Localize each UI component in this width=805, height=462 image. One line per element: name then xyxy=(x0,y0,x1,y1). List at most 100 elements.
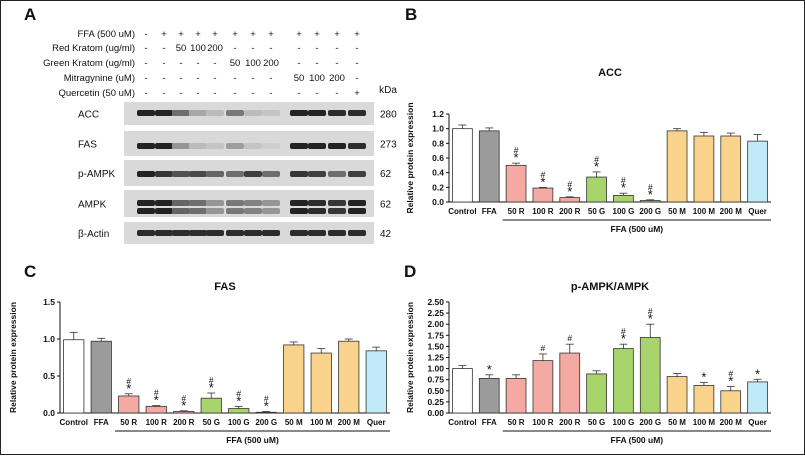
blot-band xyxy=(155,230,173,236)
significance-hash: # xyxy=(236,388,241,398)
category-label: 100 R xyxy=(146,418,168,427)
blot-label: AMPK xyxy=(78,200,107,211)
significance-hash: # xyxy=(621,326,626,336)
bar xyxy=(559,352,581,414)
blot-label: p-AMPK xyxy=(78,169,116,180)
significance-hash: # xyxy=(594,154,599,164)
panel-label-b: B xyxy=(405,5,418,24)
blot-band xyxy=(172,200,190,206)
treatment-cell: 100 xyxy=(245,58,261,69)
blot-band xyxy=(308,208,326,214)
blot-band xyxy=(348,171,366,177)
blot-band xyxy=(226,230,244,236)
treatment-cell: - xyxy=(297,88,301,99)
treatment-cell: - xyxy=(335,58,339,69)
treatment-cell: - xyxy=(213,73,217,84)
category-label: 200 M xyxy=(720,418,743,427)
y-axis-label: Relative protein expression xyxy=(405,102,415,213)
blot-kda: 273 xyxy=(380,140,397,151)
blot-band xyxy=(262,171,280,177)
bar xyxy=(532,360,554,414)
bar xyxy=(505,164,527,203)
y-axis-label: Relative protein expression xyxy=(405,302,415,413)
treatment-cell: - xyxy=(315,88,319,99)
blot-band xyxy=(172,171,190,177)
blot-band xyxy=(308,200,326,206)
significance-hash: # xyxy=(621,175,626,185)
category-label: 100 M xyxy=(693,418,716,427)
blot-band xyxy=(244,200,262,206)
blot-band xyxy=(189,110,207,116)
significance-star: * xyxy=(236,393,241,408)
chart-fas: FAS Relative protein expression 0.0 0.5 1.0 1… xyxy=(8,281,390,445)
treatment-cell: + xyxy=(178,29,184,40)
category-label: 200 R xyxy=(173,418,195,427)
y-tick-label: 0.2 xyxy=(432,182,444,192)
significance-hash: # xyxy=(567,179,572,189)
bar xyxy=(173,411,195,414)
y-tick-label: 1.5 xyxy=(43,297,55,307)
treatment-cell: - xyxy=(162,58,166,69)
category-label: FFA xyxy=(482,418,497,427)
group-label: FFA (500 uM) xyxy=(611,435,664,445)
blot-band xyxy=(308,143,326,149)
significance-star: * xyxy=(621,331,626,346)
y-tick-label: 1.2 xyxy=(432,109,444,119)
blot-band xyxy=(244,171,262,177)
treatment-cell: + xyxy=(314,29,320,40)
treatment-cell: - xyxy=(269,73,273,84)
treatment-cell: - xyxy=(251,43,255,54)
treatment-cell: - xyxy=(144,88,148,99)
blot-label: FAS xyxy=(78,140,97,151)
significance-hash: # xyxy=(648,306,653,316)
category-label: Quer xyxy=(748,418,767,427)
treatment-cell: - xyxy=(179,73,183,84)
blot-band xyxy=(328,230,346,236)
blot-band xyxy=(137,171,155,177)
category-label: 50 G xyxy=(588,418,605,427)
y-tick-label: 0.75 xyxy=(427,375,444,385)
blot-band xyxy=(262,110,280,116)
group-label: FFA (500 uM) xyxy=(611,224,664,234)
blot-band xyxy=(226,143,244,149)
category-label: 200 G xyxy=(639,418,661,427)
treatment-cell: 100 xyxy=(309,73,325,84)
y-tick-label: 0.5 xyxy=(43,371,55,381)
blot-band xyxy=(172,143,190,149)
blot-band xyxy=(348,110,366,116)
significance-hash: # xyxy=(567,333,572,343)
treatment-row-label: Quercetin (50 uM) xyxy=(58,88,135,99)
y-tick-label: 1.0 xyxy=(43,334,55,344)
blot-band xyxy=(226,208,244,214)
blot-kda: 42 xyxy=(380,229,392,240)
bar xyxy=(63,339,85,414)
blot-kda: 62 xyxy=(380,200,392,211)
treatment-cell: - xyxy=(233,73,237,84)
treatment-cell: - xyxy=(297,43,301,54)
significance-star: * xyxy=(648,187,653,202)
significance-hash: # xyxy=(541,169,546,179)
blot-band xyxy=(137,200,155,206)
significance-star: * xyxy=(701,369,706,384)
blot-kda: 62 xyxy=(380,169,392,180)
bar xyxy=(478,377,500,414)
blot-band xyxy=(348,230,366,236)
bar xyxy=(747,140,768,203)
bar xyxy=(452,368,473,414)
treatment-cell: - xyxy=(196,58,200,69)
y-tick-label: 1.0 xyxy=(432,124,444,134)
bar xyxy=(613,194,634,203)
treatment-cell: + xyxy=(268,29,274,40)
blot-band xyxy=(308,110,326,116)
significance-star: * xyxy=(728,373,733,388)
treatment-cell: - xyxy=(251,73,255,84)
treatment-cell: - xyxy=(297,58,301,69)
treatment-cell: - xyxy=(315,58,319,69)
category-label: 50 R xyxy=(508,207,525,216)
blot-band xyxy=(155,110,173,116)
blot-band xyxy=(328,200,346,206)
treatment-cell: - xyxy=(144,73,148,84)
treatment-cell: - xyxy=(144,43,148,54)
bar xyxy=(666,130,688,203)
bar xyxy=(693,135,715,203)
